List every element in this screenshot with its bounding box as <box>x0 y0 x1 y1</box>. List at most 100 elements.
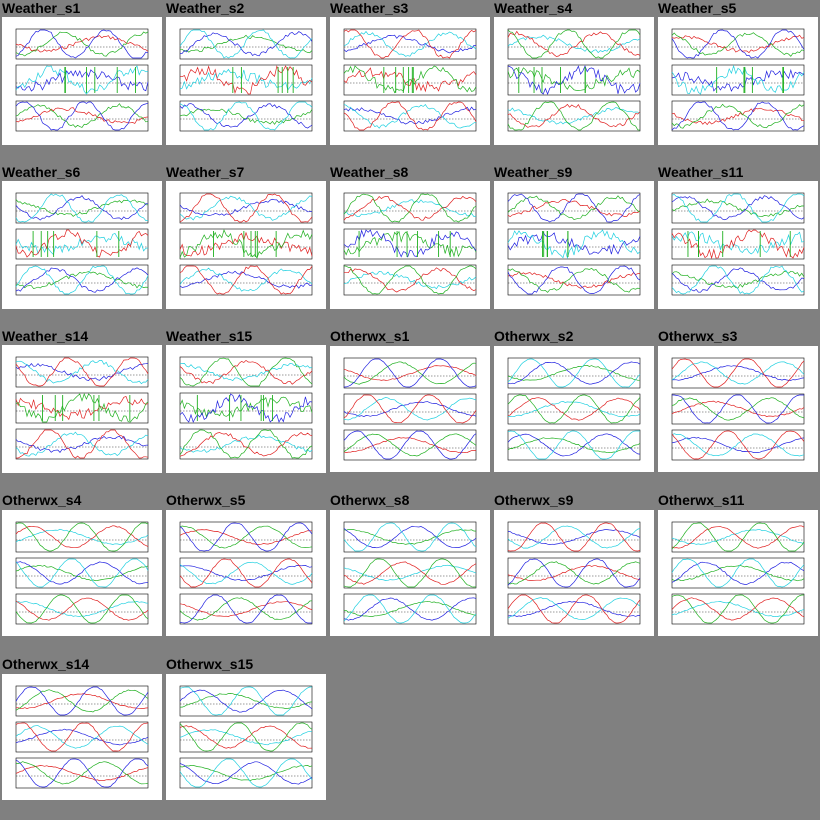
mini-panel-frame <box>179 100 313 132</box>
chart-thumbnail[interactable] <box>166 345 326 473</box>
mini-series-line <box>179 761 313 785</box>
mini-series-line <box>343 600 477 617</box>
chart-thumbnail[interactable] <box>330 17 490 145</box>
mini-series-line <box>671 198 805 217</box>
mini-panel-frame <box>507 28 641 60</box>
thumbnail-tile[interactable]: Otherwx_s9 <box>492 492 656 656</box>
mini-series-line <box>507 597 641 620</box>
mini-series-line <box>671 101 805 131</box>
chart-thumbnail[interactable] <box>658 510 818 636</box>
thumbnail-tile[interactable]: Weather_s9 <box>492 164 656 328</box>
thumbnail-tile[interactable]: Otherwx_s14 <box>0 656 164 820</box>
chart-thumbnail[interactable] <box>658 346 818 472</box>
mini-panel-frame <box>507 557 641 589</box>
mini-series-line <box>343 430 477 460</box>
mini-series-line <box>507 358 641 388</box>
mini-series-line <box>671 267 805 293</box>
chart-thumbnail[interactable] <box>166 674 326 800</box>
thumbnail-tile[interactable]: Otherwx_s15 <box>164 656 328 820</box>
thumbnail-tile[interactable]: Otherwx_s1 <box>328 328 492 492</box>
chart-thumbnail[interactable] <box>494 346 654 472</box>
chart-thumbnail[interactable] <box>330 346 490 472</box>
mini-panel-frame <box>15 721 149 753</box>
mini-chart-svg <box>343 521 477 625</box>
mini-panel-frame <box>343 228 477 260</box>
mini-panel-frame <box>179 356 313 388</box>
mini-series-line <box>343 397 477 421</box>
mini-chart-svg <box>343 357 477 461</box>
thumbnail-tile[interactable]: Weather_s4 <box>492 0 656 164</box>
mini-panel-frame <box>179 392 313 424</box>
mini-series-line <box>179 601 313 617</box>
mini-panel-frame <box>15 356 149 388</box>
chart-thumbnail[interactable] <box>2 674 162 800</box>
thumbnail-tile[interactable]: Weather_s5 <box>656 0 820 164</box>
mini-series-line <box>343 358 477 388</box>
mini-series-line <box>179 29 313 59</box>
thumbnail-tile[interactable]: Weather_s8 <box>328 164 492 328</box>
mini-series-line <box>179 561 313 585</box>
mini-series-line <box>179 34 313 54</box>
mini-series-line <box>179 725 313 749</box>
thumbnail-tile[interactable]: Weather_s2 <box>164 0 328 164</box>
thumbnail-tile[interactable]: Weather_s7 <box>164 164 328 328</box>
thumbnail-tile[interactable]: Otherwx_s11 <box>656 492 820 656</box>
mini-chart-svg <box>507 192 641 296</box>
mini-series-line <box>507 558 641 588</box>
chart-thumbnail[interactable] <box>330 510 490 636</box>
tile-label: Weather_s3 <box>330 0 409 16</box>
mini-series-line <box>179 434 313 453</box>
mini-series-line <box>507 522 641 552</box>
mini-series-line <box>507 30 641 57</box>
chart-thumbnail[interactable] <box>330 181 490 309</box>
chart-thumbnail[interactable] <box>2 510 162 636</box>
thumbnail-tile[interactable]: Otherwx_s8 <box>328 492 492 656</box>
tile-label: Weather_s14 <box>2 328 89 344</box>
mini-series-line <box>15 193 149 223</box>
mini-chart-svg <box>671 521 805 625</box>
chart-thumbnail[interactable] <box>494 510 654 636</box>
thumbnail-tile[interactable]: Otherwx_s4 <box>0 492 164 656</box>
thumbnail-tile[interactable]: Weather_s14 <box>0 328 164 492</box>
mini-series-line <box>671 68 805 92</box>
chart-thumbnail[interactable] <box>494 181 654 309</box>
mini-series-line <box>179 362 313 382</box>
thumbnail-tile[interactable]: Weather_s1 <box>0 0 164 164</box>
thumbnail-tile[interactable]: Weather_s11 <box>656 164 820 328</box>
chart-thumbnail[interactable] <box>166 17 326 145</box>
thumbnail-tile[interactable]: Weather_s15 <box>164 328 328 492</box>
mini-chart-svg <box>179 521 313 625</box>
mini-panel-frame <box>343 357 477 389</box>
chart-thumbnail[interactable] <box>2 17 162 145</box>
mini-panel-frame <box>15 100 149 132</box>
mini-panel-frame <box>15 264 149 296</box>
chart-thumbnail[interactable] <box>166 181 326 309</box>
mini-series-line <box>671 193 805 223</box>
mini-series-line <box>507 107 641 125</box>
mini-series-line <box>344 267 477 293</box>
chart-thumbnail[interactable] <box>2 181 162 309</box>
mini-series-line <box>15 29 149 59</box>
mini-series-line <box>179 65 313 95</box>
mini-series-line <box>507 364 641 381</box>
mini-series-line <box>343 30 477 57</box>
mini-panel-frame <box>671 557 805 589</box>
thumbnail-tile[interactable]: Otherwx_s3 <box>656 328 820 492</box>
chart-thumbnail[interactable] <box>658 17 818 145</box>
thumbnail-tile[interactable]: Weather_s6 <box>0 164 164 328</box>
chart-thumbnail[interactable] <box>166 510 326 636</box>
thumbnail-tile[interactable]: Otherwx_s2 <box>492 328 656 492</box>
thumbnail-tile[interactable]: Otherwx_s5 <box>164 492 328 656</box>
mini-chart-svg <box>15 28 149 132</box>
mini-series-line <box>179 729 313 746</box>
mini-series-line <box>671 433 805 457</box>
mini-chart-svg <box>671 192 805 296</box>
mini-series-line <box>671 195 805 221</box>
mini-series-line <box>179 765 313 781</box>
chart-thumbnail[interactable] <box>2 345 162 473</box>
tile-label: Otherwx_s15 <box>166 656 254 672</box>
thumbnail-tile[interactable]: Weather_s3 <box>328 0 492 164</box>
mini-series-line <box>16 761 149 785</box>
chart-thumbnail[interactable] <box>658 181 818 309</box>
chart-thumbnail[interactable] <box>494 17 654 145</box>
